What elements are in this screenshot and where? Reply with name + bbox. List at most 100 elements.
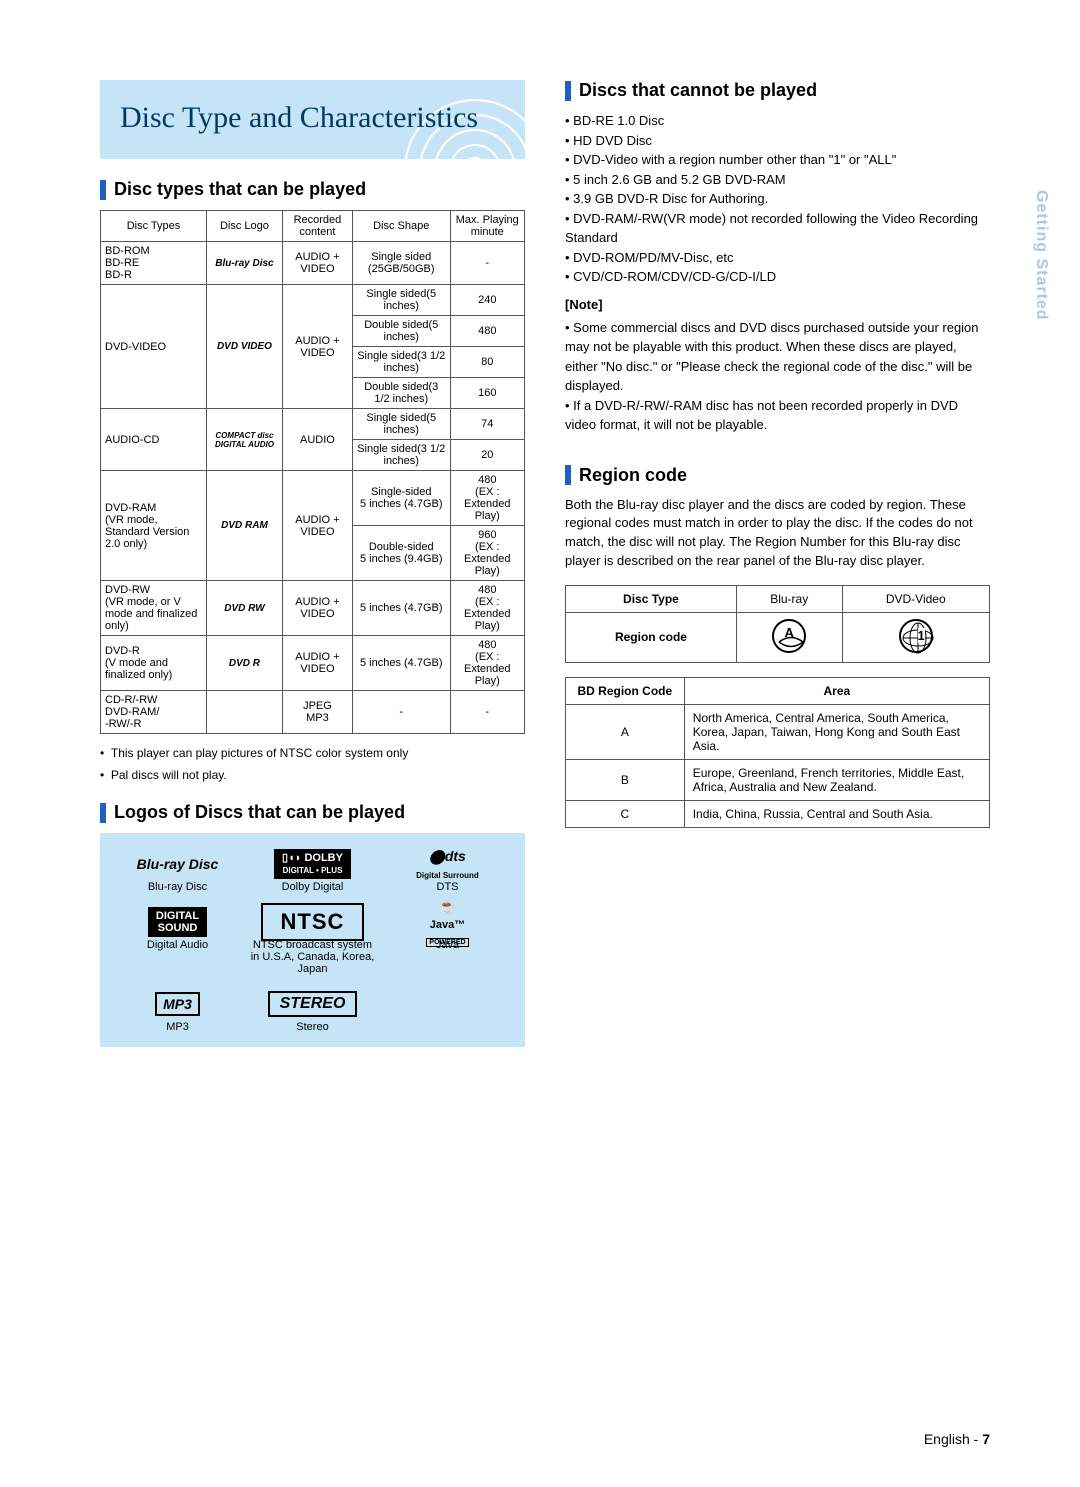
cell-shape: Single sided(3 1/2 inches) xyxy=(352,347,450,378)
section-head-logos: Logos of Discs that can be played xyxy=(100,802,525,823)
cell-minutes: 480 xyxy=(450,316,524,347)
side-tab: Getting Started xyxy=(1032,190,1050,321)
cell-content: AUDIO + VIDEO xyxy=(282,636,352,691)
cell-bluray: Blu-ray xyxy=(736,585,842,612)
region-a-icon: A xyxy=(772,619,806,653)
cell-minutes: 480 (EX : Extended Play) xyxy=(450,471,524,526)
cell-minutes: 20 xyxy=(450,440,524,471)
cell-bluray-code: A xyxy=(736,612,842,662)
list-item: If a DVD-R/-RW/-RAM disc has not been re… xyxy=(565,396,990,435)
accent-bar-icon xyxy=(100,180,106,200)
th-area: Area xyxy=(684,677,989,704)
cell-minutes: 74 xyxy=(450,409,524,440)
cell-shape: Single sided (25GB/50GB) xyxy=(352,242,450,285)
logo-mp3: MP3 MP3 xyxy=(114,987,241,1033)
section-title: Discs that cannot be played xyxy=(579,80,817,101)
section-head-cannot-play: Discs that cannot be played xyxy=(565,80,990,101)
cell-type: CD-R/-RW DVD-RAM/ -RW/-R xyxy=(101,691,207,734)
cell-logo: DVD VIDEO xyxy=(206,285,282,409)
cell-minutes: - xyxy=(450,691,524,734)
table-row: B Europe, Greenland, French territories,… xyxy=(566,759,990,800)
section-title: Disc types that can be played xyxy=(114,179,366,200)
page-content: Disc Type and Characteristics Disc types… xyxy=(0,0,1080,1087)
cell-code: B xyxy=(566,759,685,800)
table-row: C India, China, Russia, Central and Sout… xyxy=(566,800,990,827)
cell-area: India, China, Russia, Central and South … xyxy=(684,800,989,827)
logo-bluray: Blu-ray Disc Blu-ray Disc xyxy=(114,847,241,893)
cell-shape: Double sided(3 1/2 inches) xyxy=(352,378,450,409)
list-item: DVD-ROM/PD/MV-Disc, etc xyxy=(565,248,990,268)
th-disc-type: Disc Type xyxy=(566,585,737,612)
cell-minutes: - xyxy=(450,242,524,285)
bd-region-area-table: BD Region Code Area A North America, Cen… xyxy=(565,677,990,828)
region-type-table: Disc Type Blu-ray DVD-Video Region code … xyxy=(565,585,990,663)
table-row: DVD-RW (VR mode, or V mode and finalized… xyxy=(101,581,525,636)
cell-logo: Blu-ray Disc xyxy=(206,242,282,285)
table-row: DVD-R (V mode and finalized only) DVD R … xyxy=(101,636,525,691)
list-item: 5 inch 2.6 GB and 5.2 GB DVD-RAM xyxy=(565,170,990,190)
list-item: BD-RE 1.0 Disc xyxy=(565,111,990,131)
cell-minutes: 80 xyxy=(450,347,524,378)
footer-lang: English xyxy=(924,1431,970,1447)
cell-logo: DVD RW xyxy=(206,581,282,636)
cell-shape: Double sided(5 inches) xyxy=(352,316,450,347)
th-region-code: Region code xyxy=(566,612,737,662)
cell-type: BD-ROM BD-RE BD-R xyxy=(101,242,207,285)
cell-minutes: 160 xyxy=(450,378,524,409)
cell-shape: 5 inches (4.7GB) xyxy=(352,636,450,691)
cell-content: AUDIO xyxy=(282,409,352,471)
table-row: A North America, Central America, South … xyxy=(566,704,990,759)
list-item: 3.9 GB DVD-R Disc for Authoring. xyxy=(565,189,990,209)
logo-ntsc: NTSC NTSC broadcast system in U.S.A, Can… xyxy=(249,905,376,975)
cell-shape: Single sided(3 1/2 inches) xyxy=(352,440,450,471)
th-bd-code: BD Region Code xyxy=(566,677,685,704)
th-recorded: Recorded content xyxy=(282,211,352,242)
globe-icon: 1 xyxy=(899,619,933,653)
cell-shape: - xyxy=(352,691,450,734)
section-head-can-play: Disc types that can be played xyxy=(100,179,525,200)
table-row: DVD-RAM (VR mode, Standard Version 2.0 o… xyxy=(101,471,525,526)
cell-area: Europe, Greenland, French territories, M… xyxy=(684,759,989,800)
logo-java: ☕Java™POWERED Java xyxy=(384,905,511,975)
section-head-region: Region code xyxy=(565,465,990,486)
table-row: CD-R/-RW DVD-RAM/ -RW/-R JPEG MP3 - - xyxy=(101,691,525,734)
accent-bar-icon xyxy=(565,81,571,101)
cannot-play-list: BD-RE 1.0 Disc HD DVD Disc DVD-Video wit… xyxy=(565,111,990,287)
cell-shape: Single sided(5 inches) xyxy=(352,285,450,316)
logo-stereo: STEREO Stereo xyxy=(249,987,376,1033)
logo-dolby: ▯◖◗ DOLBYDIGITAL • PLUS Dolby Digital xyxy=(249,847,376,893)
footnote-item: • This player can play pictures of NTSC … xyxy=(100,744,525,762)
title-panel: Disc Type and Characteristics xyxy=(100,80,525,159)
cell-logo xyxy=(206,691,282,734)
cell-type: DVD-R (V mode and finalized only) xyxy=(101,636,207,691)
cell-shape: Single sided(5 inches) xyxy=(352,409,450,440)
cell-dvd: DVD-Video xyxy=(842,585,989,612)
footer-page-number: 7 xyxy=(982,1431,990,1447)
cell-dvd-code: 1 xyxy=(842,612,989,662)
cell-type: DVD-RAM (VR mode, Standard Version 2.0 o… xyxy=(101,471,207,581)
right-column: Discs that cannot be played BD-RE 1.0 Di… xyxy=(565,80,990,1047)
cell-area: North America, Central America, South Am… xyxy=(684,704,989,759)
logo-dts: ⬤dtsDigital Surround DTS xyxy=(384,847,511,893)
cell-code: C xyxy=(566,800,685,827)
list-item: DVD-RAM/-RW(VR mode) not recorded follow… xyxy=(565,209,990,248)
cell-shape: Single-sided 5 inches (4.7GB) xyxy=(352,471,450,526)
cell-type: DVD-VIDEO xyxy=(101,285,207,409)
cell-content: AUDIO + VIDEO xyxy=(282,242,352,285)
list-item: HD DVD Disc xyxy=(565,131,990,151)
cell-minutes: 240 xyxy=(450,285,524,316)
cell-logo: DVD R xyxy=(206,636,282,691)
page-footer: English - 7 xyxy=(924,1431,990,1447)
cell-content: JPEG MP3 xyxy=(282,691,352,734)
th-minutes: Max. Playing minute xyxy=(450,211,524,242)
cell-type: AUDIO-CD xyxy=(101,409,207,471)
accent-bar-icon xyxy=(100,803,106,823)
cell-content: AUDIO + VIDEO xyxy=(282,285,352,409)
th-disc-logo: Disc Logo xyxy=(206,211,282,242)
cell-shape: Double-sided 5 inches (9.4GB) xyxy=(352,526,450,581)
region-intro-text: Both the Blu-ray disc player and the dis… xyxy=(565,496,990,571)
cell-code: A xyxy=(566,704,685,759)
table-row: DVD-VIDEO DVD VIDEO AUDIO + VIDEO Single… xyxy=(101,285,525,316)
logos-panel: Blu-ray Disc Blu-ray Disc ▯◖◗ DOLBYDIGIT… xyxy=(100,833,525,1047)
table-row: AUDIO-CD COMPACT disc DIGITAL AUDIO AUDI… xyxy=(101,409,525,440)
